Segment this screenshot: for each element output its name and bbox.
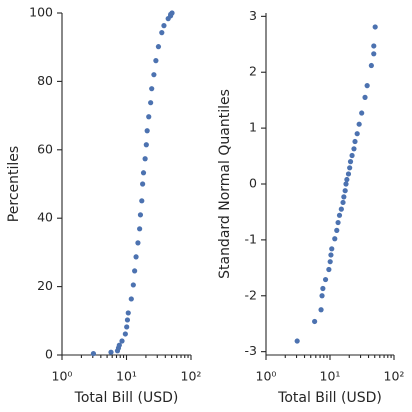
- point: [122, 331, 128, 337]
- point: [343, 181, 349, 187]
- point: [108, 349, 114, 355]
- point: [351, 146, 357, 152]
- point: [372, 24, 378, 30]
- point: [338, 206, 344, 212]
- point: [364, 83, 370, 89]
- y-tick-label: 40: [37, 210, 53, 225]
- point: [318, 307, 324, 313]
- y-tick-label: 20: [37, 278, 53, 293]
- point: [336, 212, 343, 218]
- point: [354, 131, 360, 137]
- point: [322, 276, 329, 283]
- point: [329, 246, 335, 252]
- point: [139, 198, 145, 204]
- point: [341, 194, 347, 200]
- x-tick-label: 10¹: [116, 369, 137, 384]
- point: [328, 252, 334, 258]
- point: [148, 100, 154, 106]
- point: [345, 171, 352, 177]
- y-tick-label: -1: [245, 231, 257, 246]
- point: [159, 30, 165, 36]
- point: [155, 44, 162, 50]
- point: [135, 240, 141, 246]
- point: [143, 142, 149, 148]
- point: [90, 350, 97, 357]
- x-tick-label: 10⁰: [52, 369, 73, 384]
- x-tick-label: 10²: [384, 369, 405, 384]
- y-tick-label: 0: [249, 176, 257, 191]
- point: [137, 226, 143, 232]
- point: [319, 293, 325, 299]
- point: [132, 268, 138, 274]
- point: [130, 282, 136, 288]
- y-tick-label: 3: [249, 8, 257, 23]
- point: [146, 114, 152, 120]
- y-tick-label: 60: [37, 141, 53, 156]
- point: [327, 259, 333, 265]
- y-axis-label: Standard Normal Quantiles: [217, 89, 233, 279]
- point: [125, 310, 131, 316]
- point: [151, 72, 157, 78]
- point: [349, 152, 355, 159]
- point: [368, 62, 374, 69]
- x-axis-label: Total Bill (USD): [277, 390, 382, 406]
- point: [119, 338, 125, 344]
- point: [344, 176, 350, 183]
- point: [371, 43, 377, 49]
- point: [124, 317, 131, 323]
- point: [347, 165, 353, 171]
- x-tick-label: 10⁰: [256, 369, 277, 384]
- x-tick-label: 10¹: [320, 369, 341, 384]
- point: [153, 58, 159, 64]
- point: [124, 324, 130, 330]
- point: [371, 51, 377, 57]
- point: [133, 254, 139, 260]
- y-tick-label: -2: [245, 287, 257, 302]
- point: [362, 94, 368, 100]
- point: [169, 10, 175, 16]
- point: [320, 285, 326, 292]
- point: [312, 318, 318, 325]
- point: [352, 138, 358, 145]
- y-tick-label: 2: [249, 64, 257, 79]
- point: [340, 199, 346, 206]
- y-tick-label: 80: [37, 73, 53, 88]
- y-tick-label: 100: [29, 5, 53, 20]
- point: [347, 159, 354, 165]
- point: [140, 170, 147, 176]
- point: [294, 338, 300, 344]
- point: [161, 23, 167, 29]
- x-axis-label: Total Bill (USD): [74, 390, 179, 406]
- point: [356, 121, 362, 127]
- point: [128, 296, 134, 302]
- point: [326, 266, 332, 273]
- point: [116, 342, 122, 348]
- x-tick-label: 10²: [181, 369, 202, 384]
- y-tick-label: -3: [245, 343, 257, 358]
- point: [334, 227, 340, 233]
- point: [142, 156, 148, 162]
- point: [137, 212, 144, 218]
- point: [342, 188, 348, 194]
- point: [359, 110, 365, 116]
- point: [335, 219, 341, 226]
- point: [149, 86, 155, 92]
- point: [332, 236, 338, 242]
- y-axis-label: Percentiles: [6, 146, 22, 222]
- point: [144, 128, 150, 134]
- y-tick-label: 0: [45, 347, 53, 362]
- y-tick-label: 1: [249, 120, 257, 135]
- point: [140, 181, 146, 187]
